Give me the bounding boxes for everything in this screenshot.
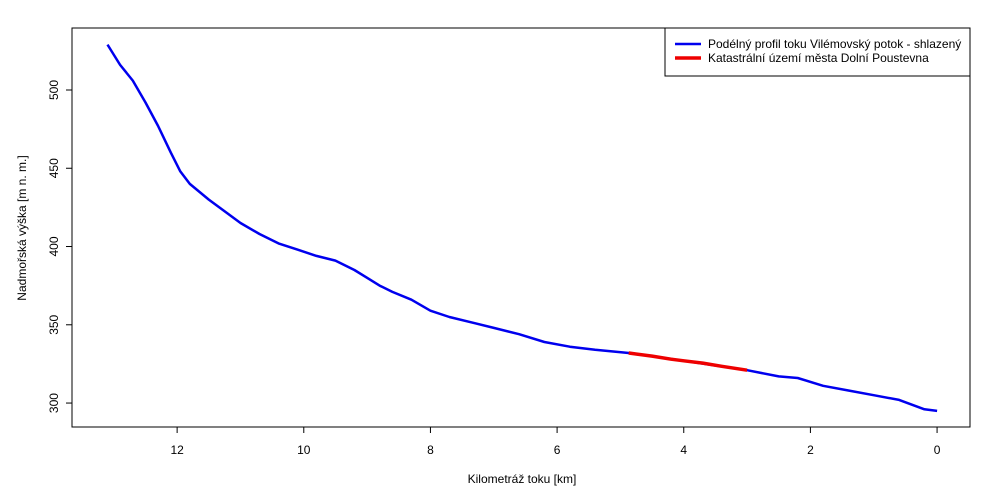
line-series xyxy=(628,351,748,372)
legend-box xyxy=(664,27,971,77)
plot-frame xyxy=(71,27,971,428)
legend-label: Podélný profil toku Vilémovský potok - s… xyxy=(708,37,961,51)
x-tick-label: 8 xyxy=(427,443,434,457)
legend-label: Katastrální území města Dolní Poustevna xyxy=(708,51,929,65)
x-tick-label: 0 xyxy=(934,443,941,457)
y-axis-label: Nadmořská výška [m n. m.] xyxy=(15,155,29,300)
y-tick-label: 300 xyxy=(47,393,61,413)
y-tick-label: 400 xyxy=(47,236,61,256)
line-series xyxy=(106,43,938,413)
x-tick-label: 4 xyxy=(680,443,687,457)
x-axis-label: Kilometráž toku [km] xyxy=(468,472,577,486)
y-tick-label: 350 xyxy=(47,314,61,334)
x-tick-label: 10 xyxy=(297,443,311,457)
x-tick-label: 2 xyxy=(807,443,814,457)
x-tick-label: 12 xyxy=(170,443,184,457)
y-tick-label: 500 xyxy=(47,80,61,100)
x-tick-label: 6 xyxy=(554,443,561,457)
y-tick-label: 450 xyxy=(47,158,61,178)
